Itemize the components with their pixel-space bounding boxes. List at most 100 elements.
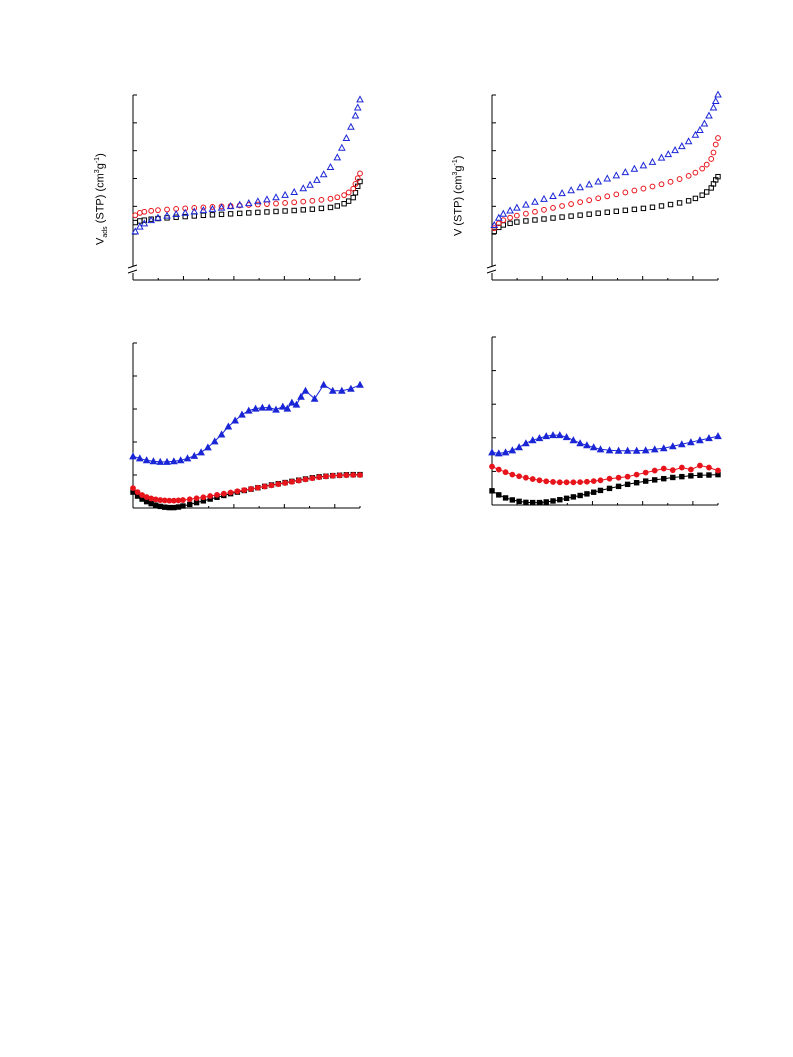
right-bottom-black-point [591, 489, 597, 495]
left-bottom-red-point [148, 495, 155, 502]
left-top-axis-break-gap [129, 266, 137, 273]
right-top-red-point [708, 156, 715, 162]
left-top-blue-point [342, 133, 351, 142]
left-top-black-point [273, 208, 279, 215]
right-top-black-point [500, 222, 507, 228]
left-bottom-red-point [316, 474, 323, 481]
right-top-black-point [532, 217, 538, 223]
right-top-red-point [699, 165, 706, 172]
left-top-red-point [282, 200, 288, 206]
right-bottom-red-point [715, 467, 721, 474]
left-bottom-blue-point [319, 380, 328, 388]
left-top-red-point [132, 212, 139, 219]
left-top-red-point [209, 204, 216, 210]
left-bottom-red-point [268, 482, 275, 489]
left-top-axis-break-mark [127, 264, 138, 269]
right-top-black-point [541, 216, 547, 222]
left-bottom-red-point [207, 493, 214, 499]
left-bottom-red-point [134, 489, 141, 496]
left-bottom-red-point [214, 491, 220, 498]
right-bottom-black-point [661, 475, 667, 482]
left-top-black-point [264, 209, 270, 215]
left-bottom-black-point [148, 500, 154, 507]
left-bottom-blue-point [356, 380, 364, 388]
right-bottom-black-point [529, 499, 536, 506]
right-bottom-blue-point [562, 433, 571, 441]
left-bottom-red-point [180, 497, 186, 503]
left-bottom-blue-point [197, 448, 205, 456]
left-top-blue-point [353, 103, 362, 111]
left-bottom-red-point [323, 473, 329, 480]
right-bottom-black-point [489, 488, 495, 494]
right-bottom-black-point [577, 492, 583, 499]
right-top-red-point [595, 195, 602, 202]
right-top-blue-point [696, 125, 704, 133]
right-bottom-blue-point [632, 446, 641, 454]
right-top-red-point [559, 203, 565, 209]
left-top-red-point [164, 206, 170, 213]
right-bottom-red-point [489, 463, 495, 470]
left-bottom-blue-point [204, 443, 212, 451]
left-bottom-blue-point [231, 416, 239, 424]
right-top-black-point [640, 205, 647, 212]
right-top-red-point [715, 135, 721, 141]
left-top-red-point [327, 195, 334, 202]
left-top-black-point [200, 212, 207, 219]
left-top-blue-point [199, 206, 208, 214]
right-bottom-black-point [670, 474, 676, 481]
left-top-black-point [227, 211, 234, 217]
left-bottom-black-point [153, 502, 159, 508]
right-top-red-point [532, 208, 538, 215]
right-bottom-red-point [660, 465, 667, 472]
right-top-blue-point [494, 213, 503, 221]
left-top-red-point [341, 192, 348, 199]
right-top-blue-point [549, 191, 557, 199]
left-top-black-point [236, 210, 243, 217]
right-top-axis-break-mark [486, 264, 497, 269]
left-bottom-blue-point [283, 404, 292, 412]
right-bottom-blue-point [659, 444, 668, 452]
right-bottom-blue-point [589, 443, 598, 451]
right-top-red-point [676, 176, 683, 182]
right-top-blue-point [558, 189, 566, 197]
left-bottom-blue-point [170, 457, 178, 465]
right-bottom-blue-point [650, 445, 659, 453]
right-bottom-red-point [590, 478, 597, 485]
right-top-black-point [649, 204, 656, 210]
right-top-red-point [586, 197, 593, 204]
right-bottom-black-point [615, 483, 622, 490]
left-top-blue-point [347, 122, 355, 130]
right-top-red-point [703, 161, 710, 168]
right-top-black-point [604, 209, 610, 215]
right-top-blue-point [648, 157, 657, 165]
right-top-blue-point [531, 197, 539, 205]
right-top-blue-point [639, 161, 648, 169]
left-top-red-point [345, 189, 352, 196]
left-top-black-point [209, 212, 216, 218]
left-top-y-axis-label: Vads (STP) (cm3g-1) [94, 153, 109, 245]
right-bottom-black-point [557, 497, 563, 503]
right-top-blue-point [700, 119, 709, 127]
right-top-blue-point [630, 164, 639, 172]
left-top-blue-point [154, 213, 162, 221]
right-bottom-blue-point [714, 432, 722, 440]
left-bottom-red-point [289, 478, 295, 485]
left-bottom-blue-series-line [132, 384, 361, 463]
right-bottom-red-point [516, 473, 523, 480]
right-bottom-blue-point [555, 431, 564, 439]
right-top-blue-point [709, 103, 718, 111]
left-bottom-blue-point [310, 394, 319, 402]
right-bottom-red-point [651, 467, 658, 474]
right-bottom-black-point [550, 498, 556, 504]
right-top-black-point [667, 201, 674, 208]
right-bottom-red-point [543, 478, 550, 485]
left-top-red-point [141, 208, 148, 215]
left-bottom-black-point [143, 498, 150, 505]
right-top-blue-point [490, 220, 499, 228]
right-bottom-red-point [509, 471, 516, 478]
right-top-black-point [559, 214, 565, 220]
left-bottom-blue-point [129, 452, 137, 460]
right-bottom-blue-point [641, 446, 650, 454]
right-bottom-blue-point [549, 431, 557, 439]
right-bottom-red-point [577, 479, 584, 486]
